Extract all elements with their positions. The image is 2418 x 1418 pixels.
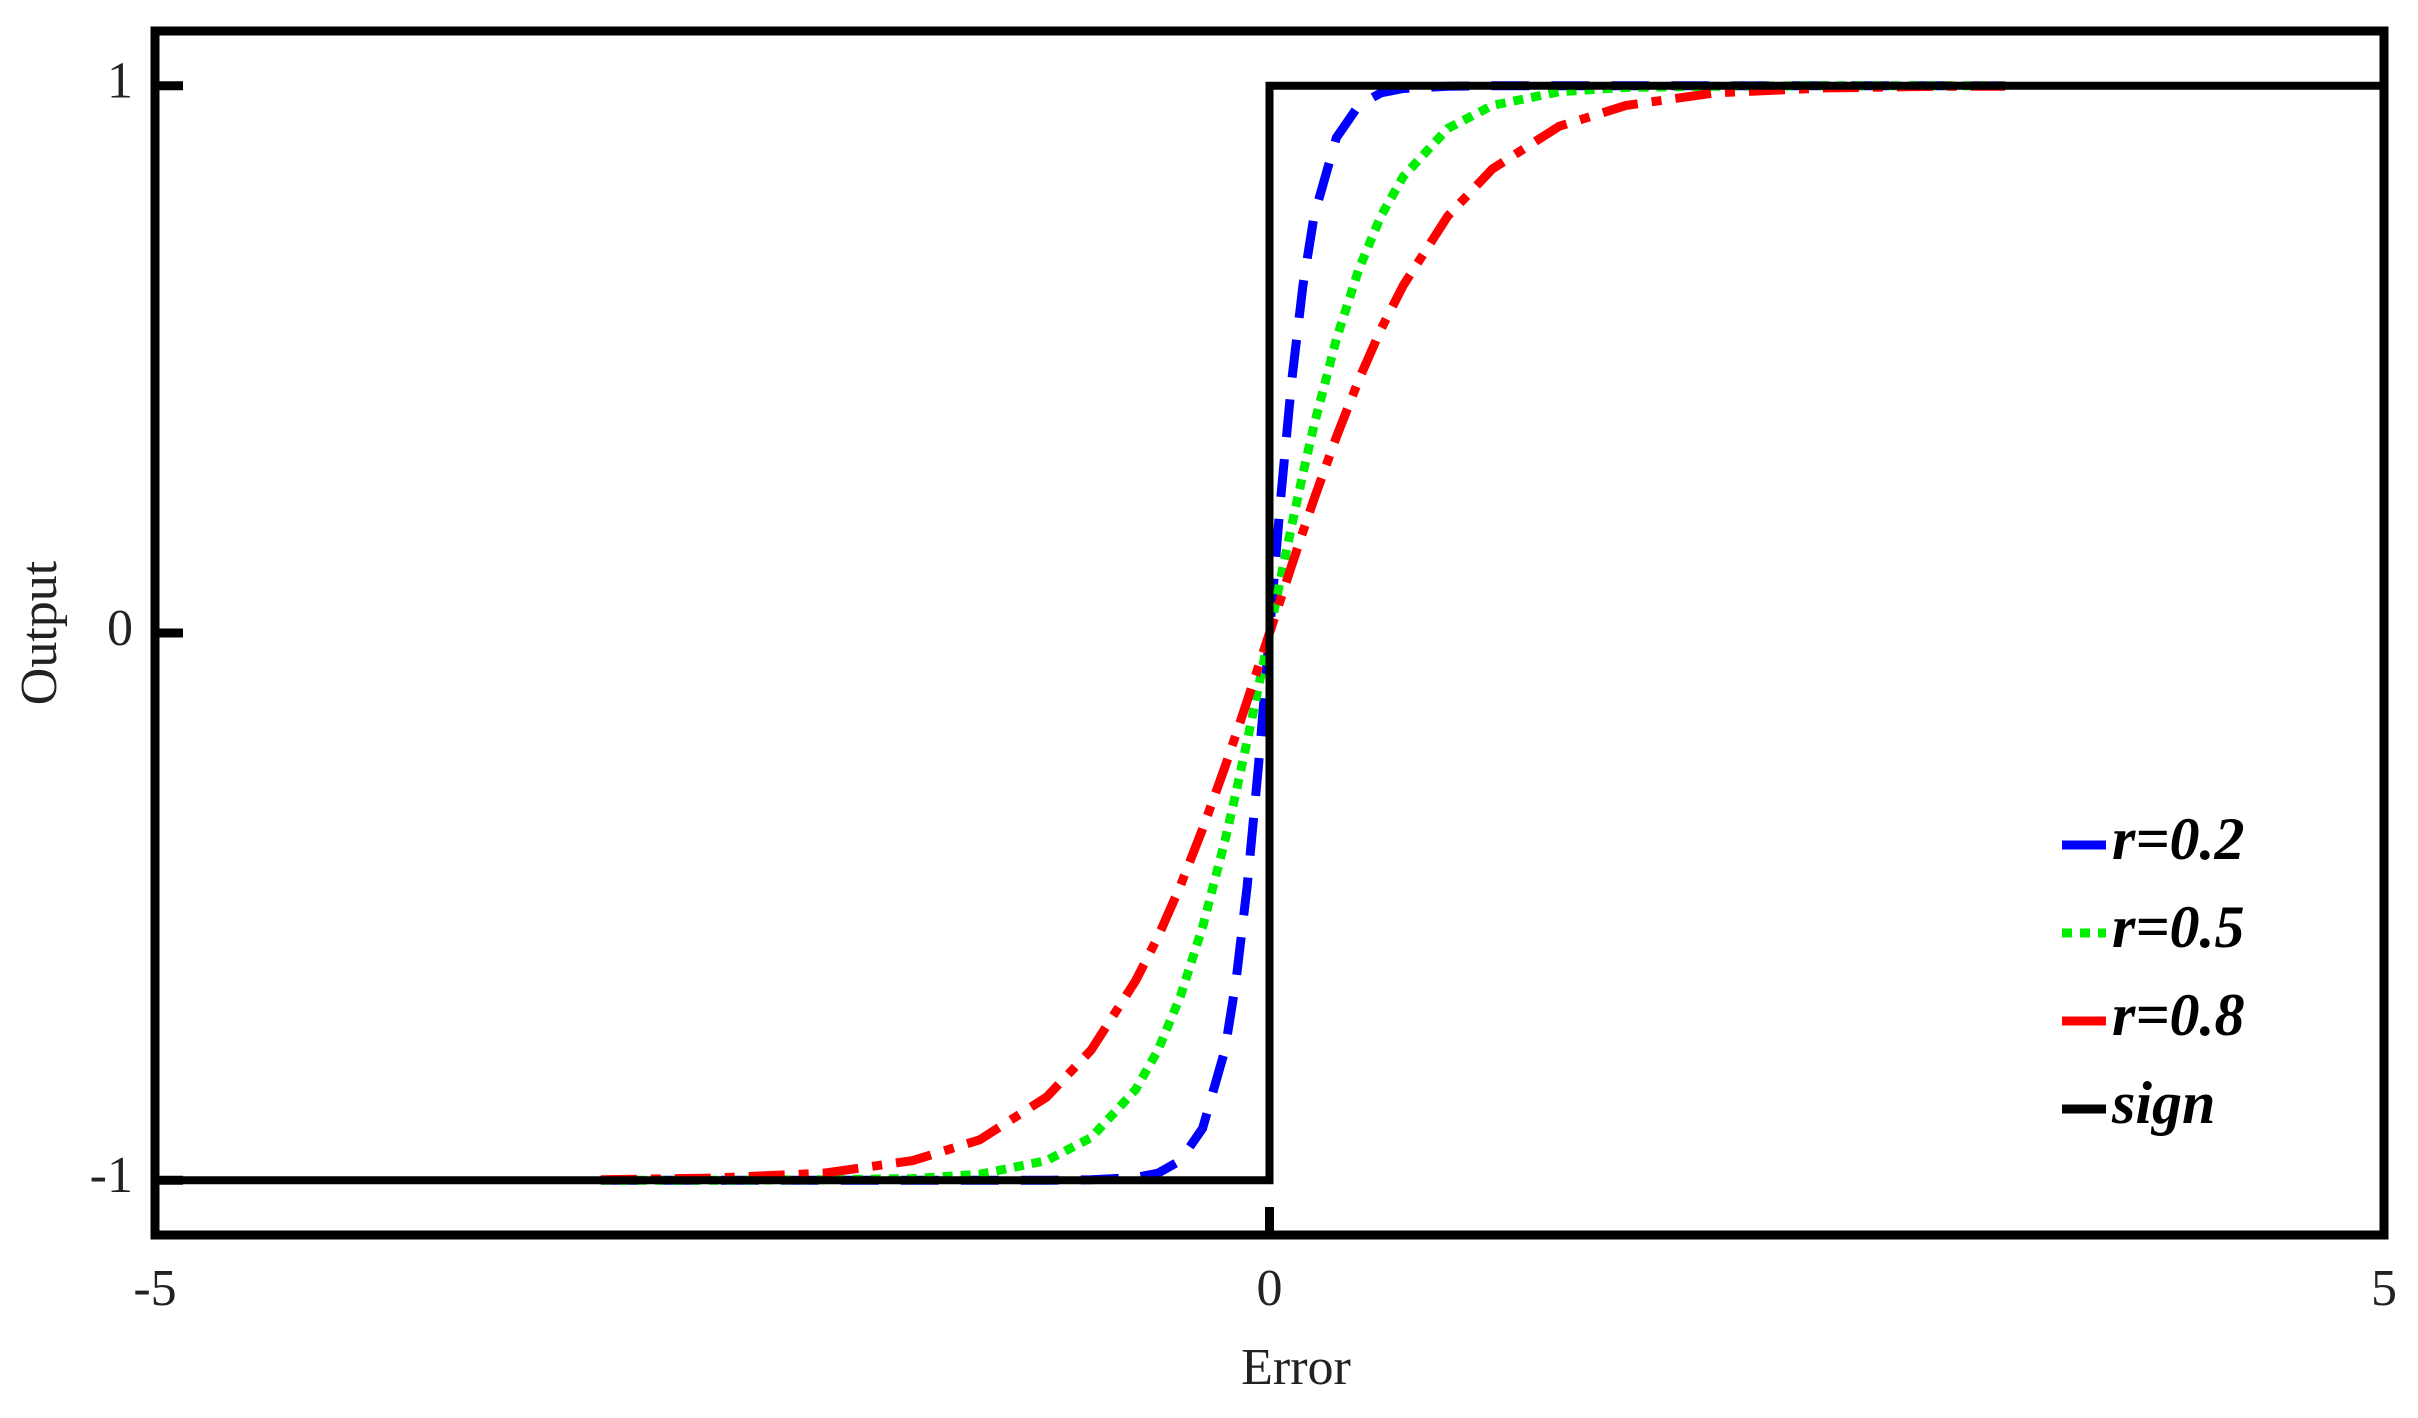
series-line [155, 81, 2384, 1185]
plot-frame [150, 26, 2389, 1240]
x-tick-label: 0 [1257, 1260, 1283, 1317]
series-line [600, 81, 2006, 1185]
series-line [600, 81, 2006, 1185]
legend-label: r=0.2 [2112, 806, 2245, 872]
x-tick-label: -5 [133, 1260, 176, 1317]
legend-label: sign [2111, 1070, 2215, 1136]
legend-label: r=0.5 [2112, 894, 2245, 960]
y-axis-label: Output [11, 560, 68, 705]
x-tick-label: 5 [2371, 1260, 2397, 1317]
y-tick-label: 0 [107, 600, 133, 657]
y-tick-label: -1 [90, 1147, 133, 1204]
y-tick-label: 1 [107, 53, 133, 110]
x-axis-label: Error [1241, 1339, 1351, 1396]
legend-label: r=0.8 [2112, 982, 2245, 1048]
series-line [600, 81, 2006, 1185]
